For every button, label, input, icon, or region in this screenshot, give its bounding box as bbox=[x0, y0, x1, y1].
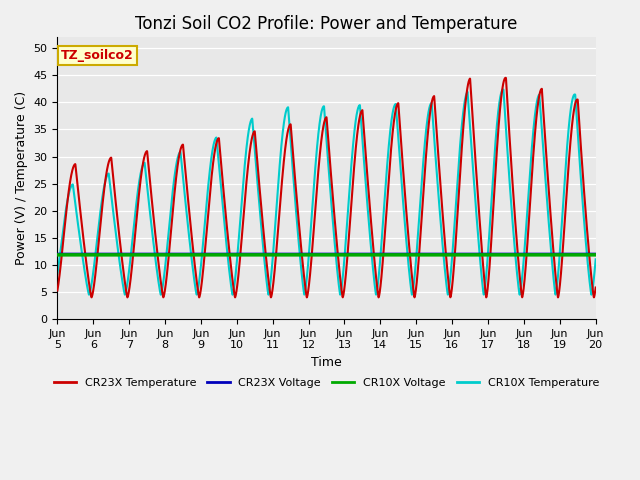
Title: Tonzi Soil CO2 Profile: Power and Temperature: Tonzi Soil CO2 Profile: Power and Temper… bbox=[135, 15, 518, 33]
X-axis label: Time: Time bbox=[311, 356, 342, 369]
Y-axis label: Power (V) / Temperature (C): Power (V) / Temperature (C) bbox=[15, 91, 28, 265]
Text: TZ_soilco2: TZ_soilco2 bbox=[61, 49, 134, 62]
Legend: CR23X Temperature, CR23X Voltage, CR10X Voltage, CR10X Temperature: CR23X Temperature, CR23X Voltage, CR10X … bbox=[49, 373, 604, 392]
